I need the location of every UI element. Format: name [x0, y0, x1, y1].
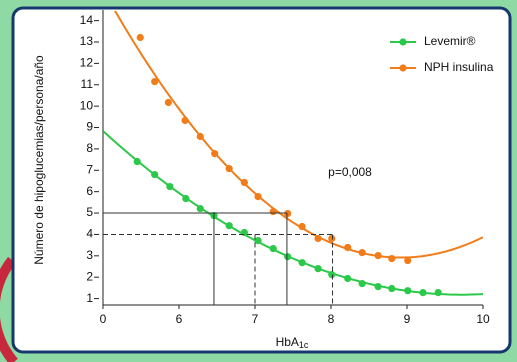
y-tick-label: 12 [80, 56, 94, 70]
point [328, 234, 336, 243]
point [225, 222, 233, 230]
point [314, 234, 322, 243]
annotation: p=0,008 [328, 165, 372, 179]
legend-label: Levemir® [424, 34, 476, 48]
y-tick-label: 4 [86, 227, 93, 241]
point [164, 98, 172, 107]
point [269, 207, 277, 216]
point [166, 182, 174, 191]
y-tick-label: 10 [80, 98, 94, 112]
y-tick-label: 1 [86, 291, 93, 305]
point [225, 164, 233, 173]
x-tick-label: 9 [404, 312, 411, 326]
decor-arc [0, 256, 18, 362]
point [136, 33, 144, 42]
point [358, 280, 366, 288]
point [196, 204, 204, 213]
y-tick-label: 9 [86, 120, 93, 134]
point [284, 209, 292, 218]
point [388, 284, 396, 293]
point [196, 132, 204, 141]
point [181, 116, 189, 125]
point [254, 237, 262, 245]
x-tick-label: 10 [476, 312, 490, 326]
point [133, 157, 141, 166]
point [182, 194, 190, 203]
point [374, 252, 382, 260]
point [404, 256, 412, 265]
x-tick-label: 0 [100, 312, 107, 326]
point [388, 255, 396, 263]
y-tick-label: 5 [86, 205, 93, 219]
point [358, 249, 366, 257]
panel [11, 6, 512, 354]
point [404, 287, 412, 295]
point [284, 253, 292, 261]
point [344, 243, 352, 252]
x-tick-label: 8 [328, 312, 335, 326]
legend-marker [399, 38, 407, 46]
point [254, 192, 262, 201]
x-axis-label: HbA1c [276, 335, 309, 350]
point [298, 222, 306, 231]
y-tick-label: 3 [86, 248, 93, 262]
point [211, 150, 219, 158]
legend-marker [399, 64, 407, 72]
point [151, 170, 159, 179]
point [298, 259, 306, 267]
x-axis-label-main: HbA [276, 335, 299, 349]
x-axis-label-sub: 1c [299, 340, 309, 350]
y-tick-label: 8 [86, 141, 93, 155]
y-axis-label: Número de hipoglucemias/persona/año [32, 55, 46, 265]
y-tick-label: 6 [86, 184, 93, 198]
point [344, 274, 352, 283]
x-tick-label: 7 [252, 312, 259, 326]
point [269, 244, 277, 253]
x-tick-label: 6 [176, 312, 183, 326]
point [374, 283, 382, 291]
plot-area [103, 11, 483, 297]
y-tick-label: 13 [80, 34, 94, 48]
point [419, 288, 427, 297]
point [151, 77, 159, 86]
point [314, 265, 322, 273]
y-tick-label: 2 [86, 269, 93, 283]
y-tick-label: 7 [86, 162, 93, 176]
legend-label: NPH insulina [424, 60, 494, 74]
point [240, 228, 248, 237]
point [328, 271, 336, 279]
fit-curve [113, 11, 483, 259]
point [434, 288, 442, 297]
y-tick-label: 11 [81, 77, 94, 91]
y-tick-label: 14 [80, 13, 94, 27]
point [240, 178, 248, 187]
